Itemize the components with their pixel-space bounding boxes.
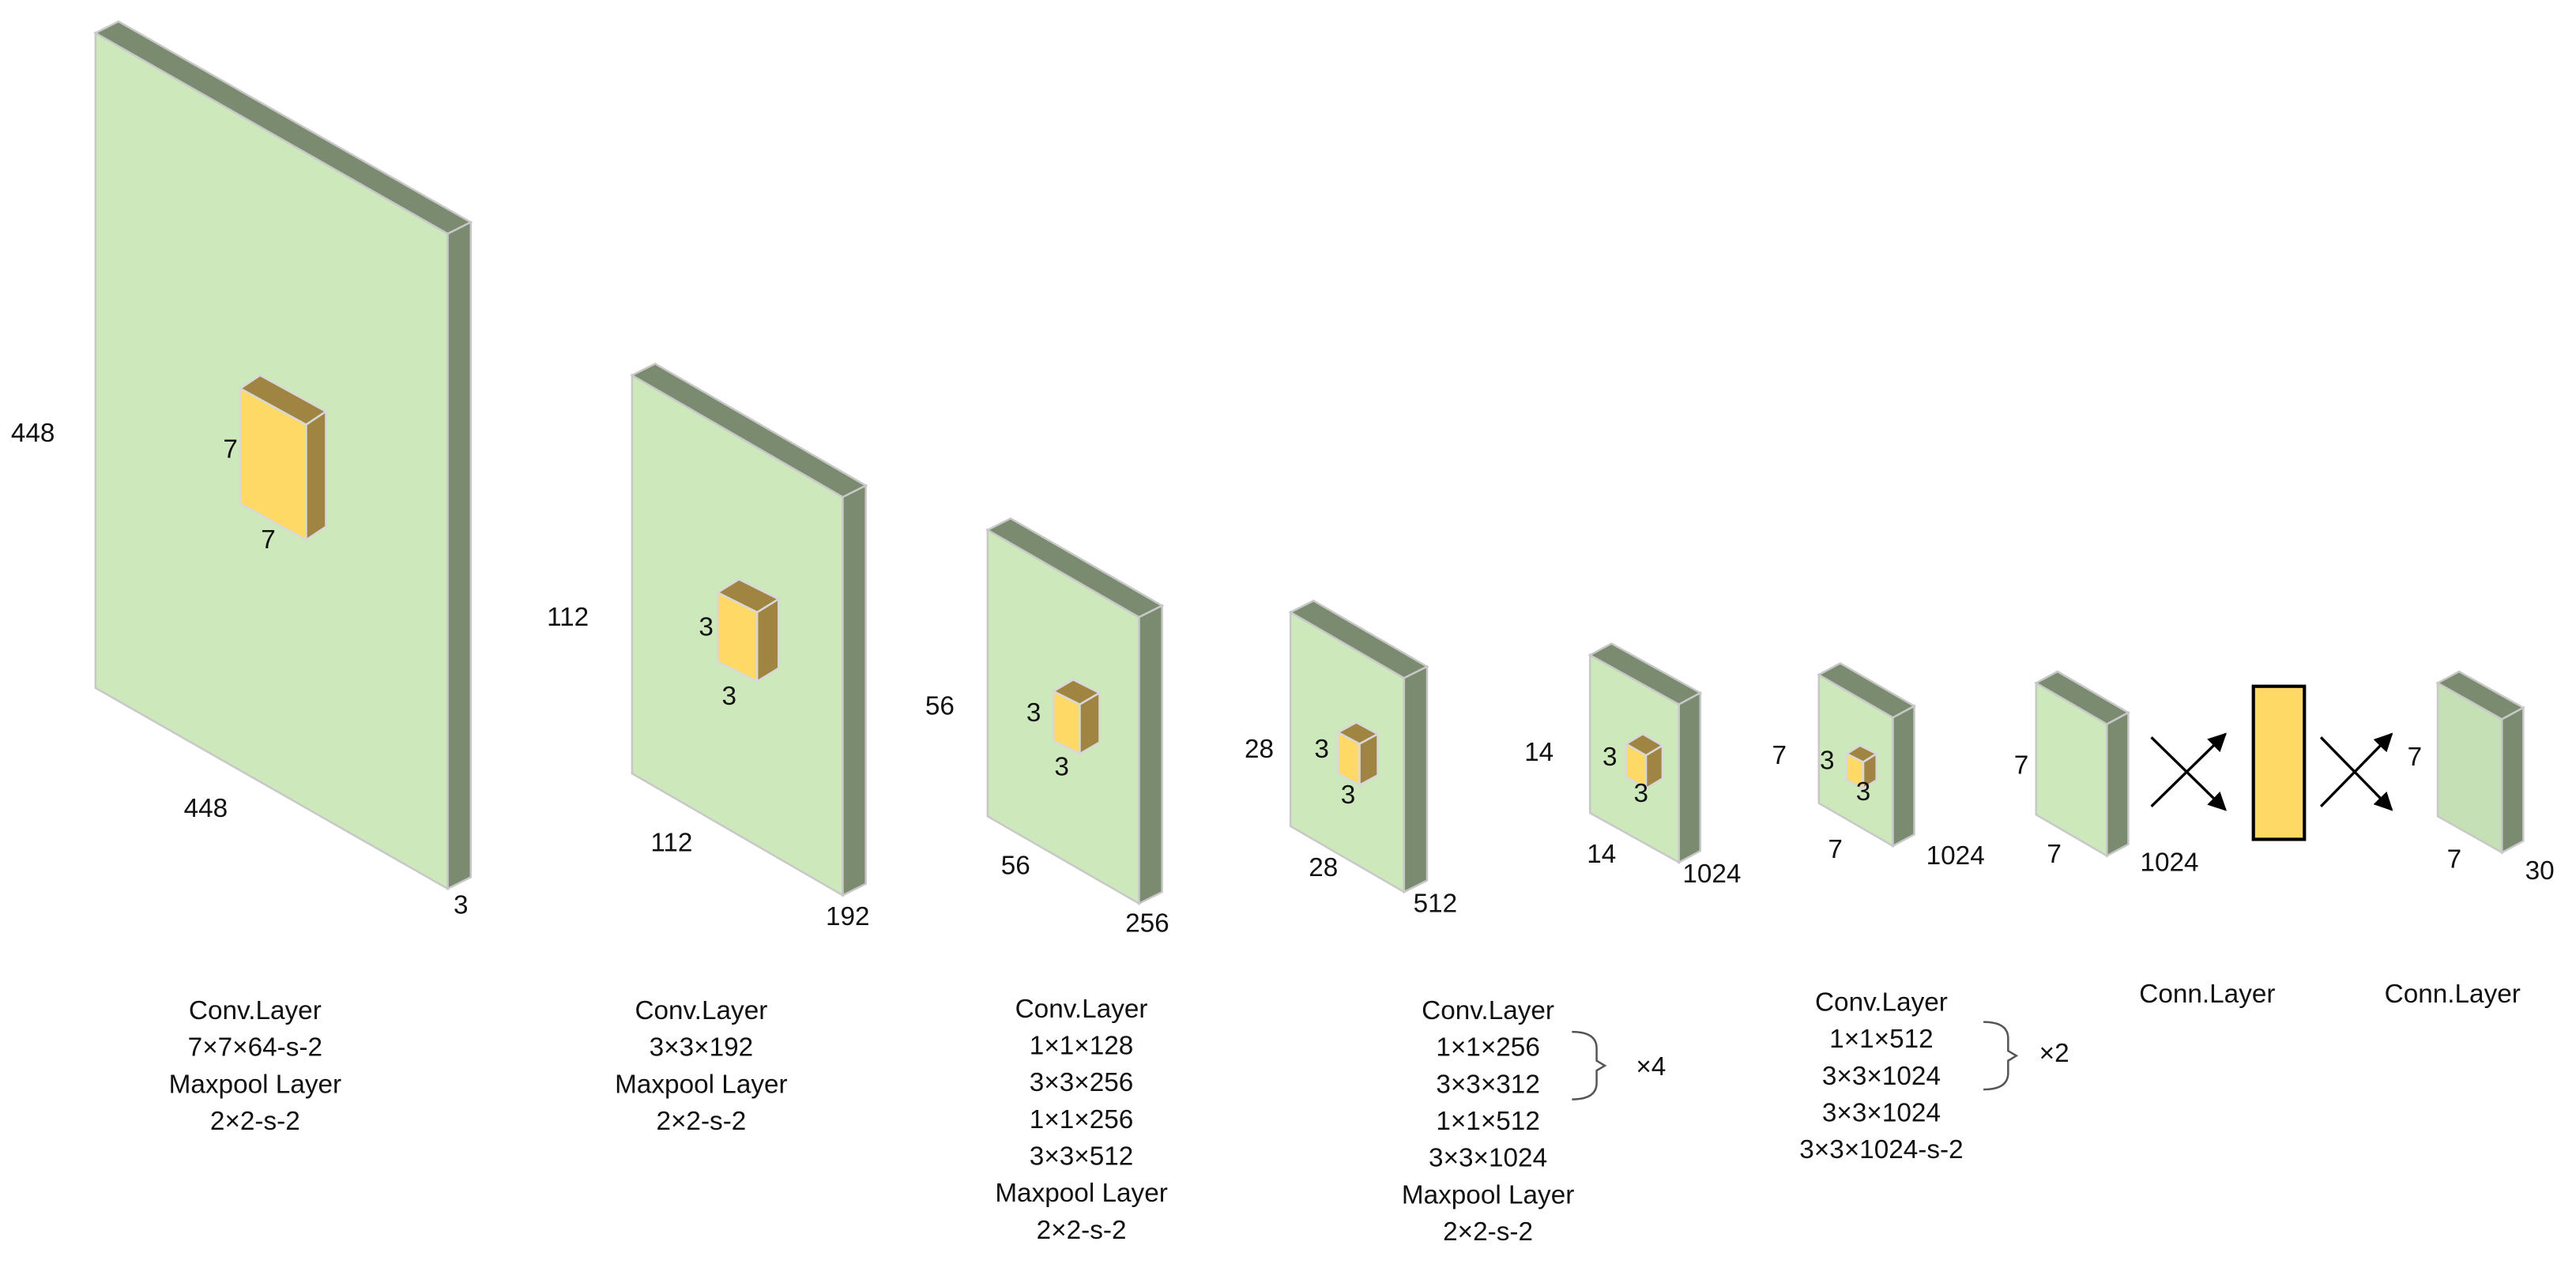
repeat-label: ×4 bbox=[1636, 1052, 1666, 1082]
kernel-side bbox=[1079, 690, 1101, 756]
dimension-label: 7 bbox=[2408, 743, 2423, 772]
layer-caption: 3×3×1024 bbox=[1429, 1144, 1547, 1173]
layer-caption: 2×2-s-2 bbox=[210, 1107, 300, 1136]
dimension-label: 3 bbox=[722, 682, 737, 711]
feature-map-side bbox=[1892, 704, 1915, 848]
connection-arrows bbox=[2150, 732, 2393, 811]
layer-caption: Conv.Layer bbox=[1015, 995, 1148, 1024]
layer-caption: 2×2-s-2 bbox=[656, 1107, 746, 1136]
dimension-label: 7 bbox=[2447, 845, 2462, 874]
layer-caption: Conv.Layer bbox=[1422, 996, 1554, 1025]
dimension-label: 28 bbox=[1245, 735, 1274, 764]
dimension-label: 3 bbox=[1054, 753, 1069, 782]
layer-caption: Conn.Layer bbox=[2139, 980, 2275, 1009]
dimension-label: 3 bbox=[1820, 746, 1835, 775]
dimension-label: 30 bbox=[2525, 856, 2555, 886]
feature-map-side bbox=[446, 220, 473, 890]
dimension-label: 56 bbox=[925, 692, 955, 721]
layer-caption: 3×3×256 bbox=[1030, 1068, 1134, 1097]
kernel-side bbox=[1644, 743, 1664, 791]
layer-caption: Maxpool Layer bbox=[1402, 1180, 1574, 1209]
kernel-side bbox=[305, 409, 327, 542]
dimension-label: 192 bbox=[826, 902, 870, 931]
dimension-label: 14 bbox=[1524, 738, 1554, 767]
dimension-label: 3 bbox=[699, 613, 714, 642]
kernel-side bbox=[1358, 732, 1379, 787]
dimension-label: 3 bbox=[1634, 779, 1649, 808]
dimension-label: 448 bbox=[11, 419, 55, 448]
layer-caption: Conn.Layer bbox=[2385, 980, 2521, 1009]
arrow bbox=[2319, 732, 2393, 807]
dimension-label: 1024 bbox=[1682, 860, 1741, 889]
repeat-bracket bbox=[1572, 1030, 1607, 1100]
layer-caption: 2×2-s-2 bbox=[1443, 1217, 1533, 1247]
feature-map-side bbox=[2106, 710, 2130, 858]
layer-caption: 3×3×512 bbox=[1030, 1142, 1134, 1172]
layer-caption: Conv.Layer bbox=[1815, 988, 1948, 1018]
layer-caption: 1×1×256 bbox=[1436, 1033, 1540, 1063]
dimension-label: 3 bbox=[1602, 743, 1618, 772]
dimension-label: 1024 bbox=[1926, 841, 1985, 871]
dimension-label: 3 bbox=[1314, 735, 1329, 764]
feature-map-side bbox=[1403, 664, 1429, 894]
dimension-label: 28 bbox=[1309, 853, 1338, 882]
layer-caption: 3×3×312 bbox=[1436, 1070, 1540, 1099]
dimension-label: 112 bbox=[547, 603, 589, 632]
dimension-label: 7 bbox=[2047, 840, 2062, 869]
layer-caption: 1×1×128 bbox=[1030, 1032, 1134, 1061]
layer-caption: 7×7×64-s-2 bbox=[188, 1033, 322, 1063]
layer-caption: 1×1×512 bbox=[1436, 1107, 1540, 1136]
kernel-side bbox=[1862, 751, 1877, 791]
arrow bbox=[2150, 732, 2227, 807]
layer-caption: 1×1×512 bbox=[1829, 1025, 1934, 1054]
dimension-label: 3 bbox=[1856, 777, 1871, 807]
dimension-label: 1024 bbox=[2140, 848, 2198, 878]
layer-caption: 3×3×1024 bbox=[1822, 1062, 1941, 1091]
layer-caption: Conv.Layer bbox=[189, 996, 322, 1025]
dimension-label: 3 bbox=[1341, 781, 1356, 810]
feature-map-side bbox=[842, 483, 867, 897]
layer-caption: Conv.Layer bbox=[635, 996, 767, 1025]
dimension-label: 7 bbox=[1828, 835, 1843, 864]
layer-caption: Maxpool Layer bbox=[169, 1070, 342, 1099]
dimension-label: 7 bbox=[261, 525, 276, 555]
arrow bbox=[2150, 736, 2227, 811]
repeat-label: ×2 bbox=[2039, 1039, 2069, 1068]
dimension-label: 14 bbox=[1587, 840, 1616, 869]
dimension-label: 448 bbox=[184, 794, 228, 823]
layer-caption: 1×1×256 bbox=[1030, 1105, 1134, 1134]
dimension-label: 256 bbox=[1125, 909, 1169, 939]
dimension-label: 3 bbox=[454, 891, 469, 920]
feature-map-side bbox=[1678, 690, 1702, 864]
repeat-bracket bbox=[1983, 1021, 2019, 1091]
dimension-label: 7 bbox=[223, 435, 238, 465]
arrow bbox=[2319, 736, 2393, 811]
dimension-label: 7 bbox=[1772, 741, 1787, 770]
layer-caption: 3×3×1024-s-2 bbox=[1799, 1135, 1963, 1164]
layer-caption: Maxpool Layer bbox=[615, 1070, 788, 1099]
dimension-label: 3 bbox=[1026, 698, 1041, 728]
layer-caption: Maxpool Layer bbox=[995, 1179, 1168, 1208]
feature-map-side bbox=[2501, 705, 2525, 855]
dimension-label: 7 bbox=[2014, 751, 2029, 781]
dimension-label: 512 bbox=[1414, 890, 1458, 919]
kernel-side bbox=[755, 597, 780, 683]
layer-caption: 2×2-s-2 bbox=[1037, 1216, 1127, 1245]
dimension-label: 56 bbox=[1001, 852, 1030, 881]
layer-caption: 3×3×1024 bbox=[1822, 1099, 1941, 1128]
feature-map-side bbox=[1138, 604, 1163, 905]
dimension-label: 112 bbox=[650, 829, 692, 858]
fully-connected-layer bbox=[2251, 684, 2307, 841]
layer-caption: 3×3×192 bbox=[650, 1033, 754, 1063]
